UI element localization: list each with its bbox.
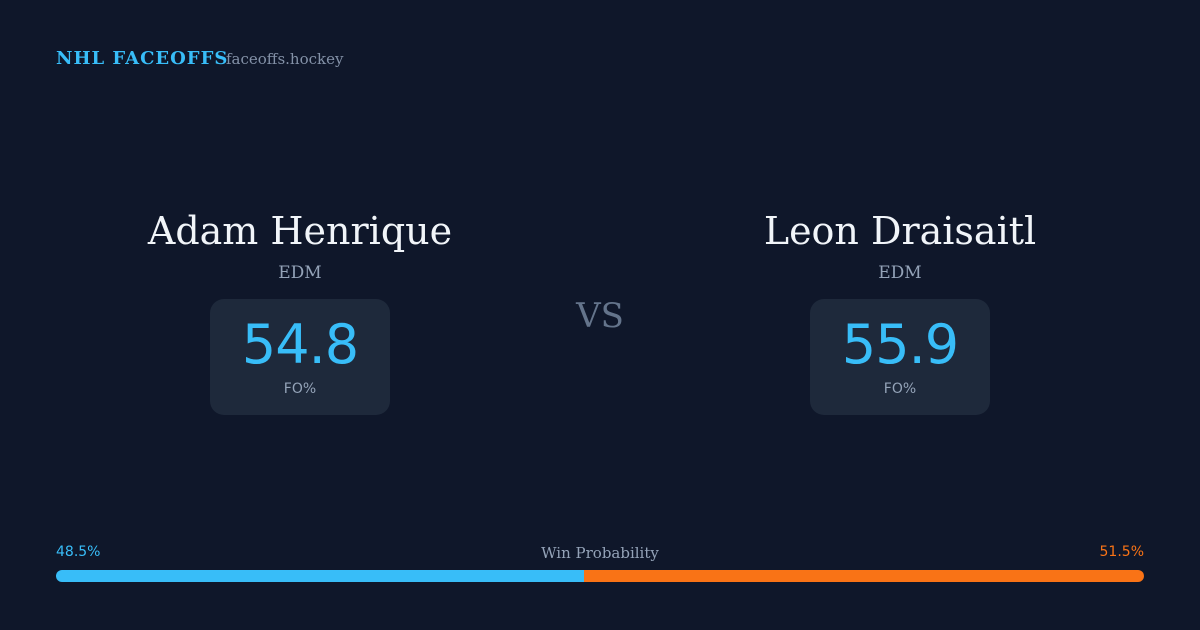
stat-box: 54.8 FO% (209, 299, 391, 415)
player-card: Adam Henrique EDM 54.8 FO% (50, 205, 550, 415)
player-name: Adam Henrique (147, 209, 453, 253)
right-bar (583, 570, 1144, 582)
stat-value: 54.8 (241, 313, 359, 376)
win-probability-title: Win Probability (541, 544, 659, 562)
vs: VS (576, 296, 624, 336)
player-card: Leon Draisaitl EDM 55.9 FO% (650, 205, 1150, 415)
left-bar (56, 570, 584, 582)
left-probability: 48.5% (56, 544, 101, 560)
site: faceoffs.hockey (226, 50, 344, 68)
stat-label: FO% (283, 381, 317, 397)
stat-box: 55.9 FO% (809, 299, 991, 415)
brand: NHL FACEOFFS (56, 48, 229, 69)
stat-label: FO% (883, 381, 917, 397)
stat-value: 55.9 (841, 313, 959, 376)
right-probability: 51.5% (1099, 544, 1144, 560)
team: EDM (878, 263, 922, 283)
player-name: Leon Draisaitl (763, 209, 1037, 253)
team: EDM (278, 263, 322, 283)
